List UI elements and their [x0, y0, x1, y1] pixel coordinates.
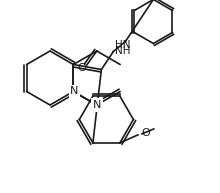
Text: N: N	[93, 100, 101, 110]
Text: O: O	[77, 63, 86, 73]
Text: O: O	[141, 128, 150, 138]
Text: HN: HN	[115, 40, 130, 49]
Text: N: N	[70, 86, 79, 96]
Text: N: N	[93, 100, 101, 110]
Text: N: N	[93, 100, 101, 110]
Text: NH: NH	[115, 46, 131, 56]
